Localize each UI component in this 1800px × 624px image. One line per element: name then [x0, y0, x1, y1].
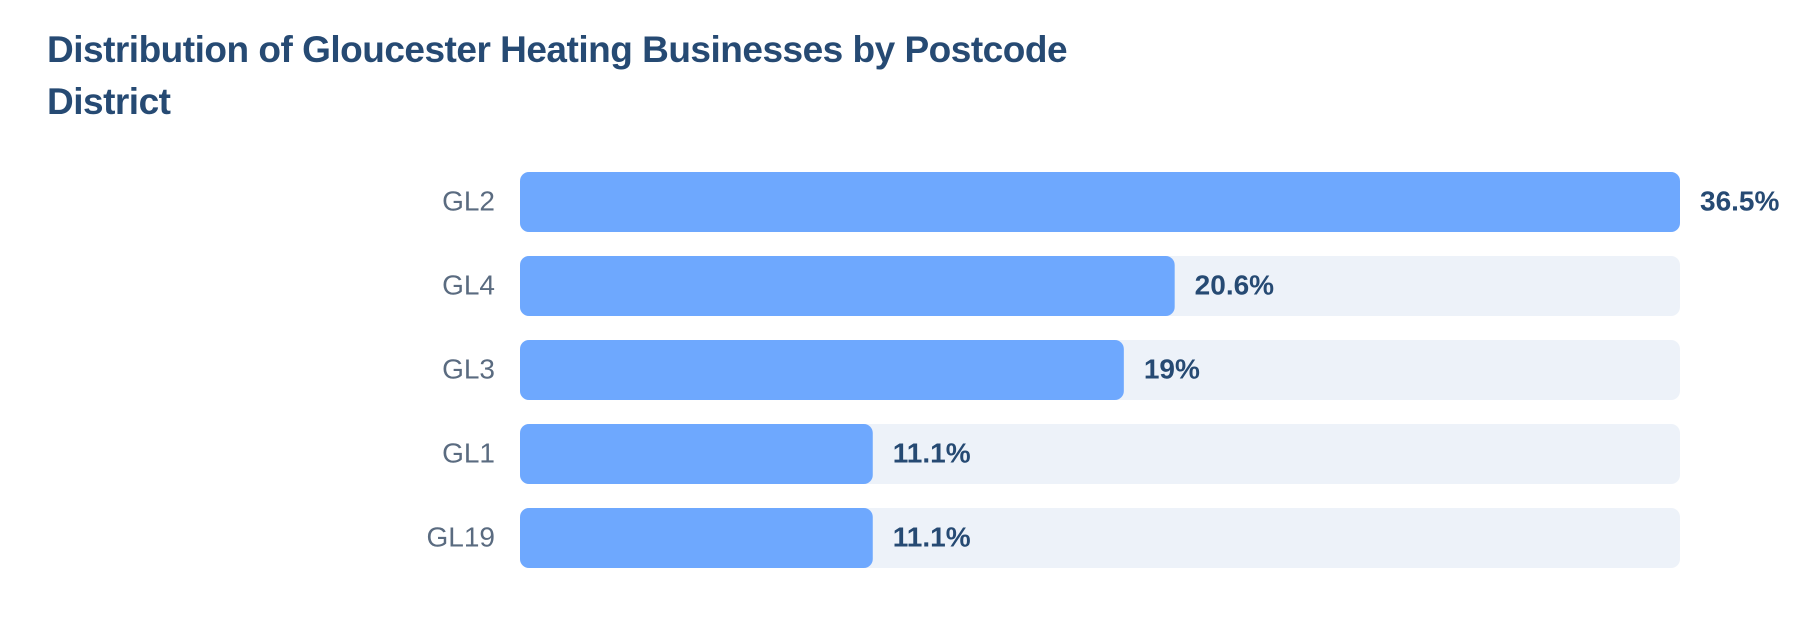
value-label: 11.1% [893, 437, 971, 468]
chart-title: Distribution of Gloucester Heating Busin… [47, 29, 1068, 122]
category-label: GL3 [442, 353, 495, 384]
value-label: 36.5% [1700, 185, 1779, 216]
value-label: 11.1% [893, 521, 971, 552]
category-label: GL1 [442, 437, 495, 468]
category-label: GL4 [442, 269, 495, 300]
category-label: GL2 [442, 185, 495, 216]
bar [520, 340, 1124, 400]
value-label: 19% [1144, 353, 1200, 384]
value-label: 20.6% [1195, 269, 1274, 300]
bar [520, 508, 873, 568]
category-label: GL19 [427, 521, 496, 552]
bar [520, 256, 1175, 316]
bar [520, 172, 1680, 232]
bar [520, 424, 873, 484]
